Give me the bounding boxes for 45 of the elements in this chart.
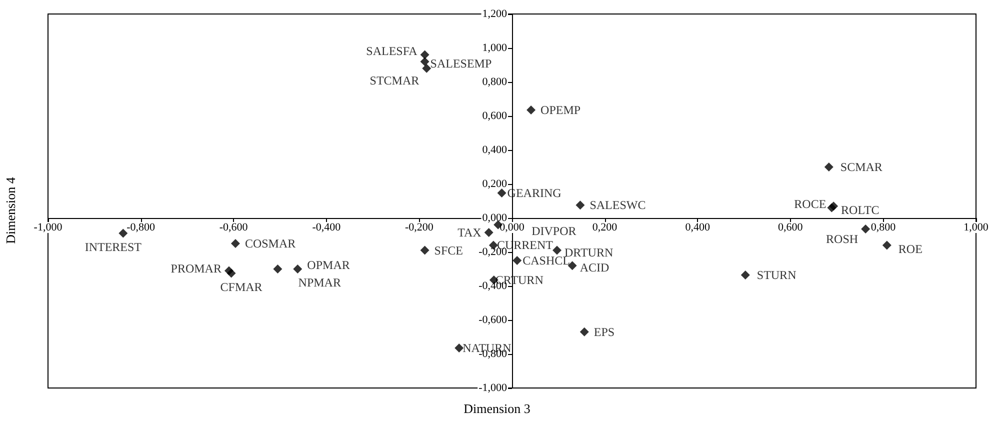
x-tick-label: 0,200 xyxy=(592,222,618,234)
x-tick-label: -1,000 xyxy=(34,222,63,234)
annotation: NPMAR xyxy=(298,276,341,290)
x-axis-title: Dimension 3 xyxy=(464,401,530,416)
x-tick-label: 0,800 xyxy=(870,222,896,234)
annotation: SALESFA xyxy=(366,44,418,58)
annotation: COSMAR xyxy=(244,236,296,250)
annotation: ROE xyxy=(898,242,922,256)
annotation: OPEMP xyxy=(540,103,581,118)
x-tick-label: -0,600 xyxy=(219,222,248,234)
y-tick-label: 0,000 xyxy=(482,212,508,224)
y-tick-label: 1,000 xyxy=(482,42,508,54)
annotation: ROSH xyxy=(826,232,858,246)
annotation: DIVPOR xyxy=(532,224,576,238)
annotation: STURN xyxy=(756,268,797,282)
y-tick-label: 0,400 xyxy=(482,144,508,156)
x-tick-label: 0,400 xyxy=(685,222,710,234)
annotation: SCMAR xyxy=(840,160,882,174)
y-tick-label: 0,800 xyxy=(482,76,508,88)
annotation: STCMAR xyxy=(370,73,420,88)
x-tick-label: 0,000 xyxy=(500,222,525,234)
x-tick-label: 0,600 xyxy=(778,222,804,234)
x-tick-label: -0,200 xyxy=(404,222,434,234)
annotation: INTEREST xyxy=(84,240,142,254)
annotation: ROCE xyxy=(794,196,826,211)
y-tick-label: -0,600 xyxy=(478,314,508,326)
annotation: SALESWC xyxy=(590,198,646,212)
y-axis-title: Dimension 4 xyxy=(3,176,18,244)
annotation: SFCE xyxy=(434,243,463,258)
annotation: PROMAR xyxy=(170,262,222,276)
y-tick-label: 1,200 xyxy=(482,8,508,20)
x-tick-label: -0,800 xyxy=(126,222,156,234)
annotation: CFMAR xyxy=(220,280,262,294)
annotation: OPMAR xyxy=(307,258,350,272)
annotation: TAX xyxy=(458,225,482,240)
y-tick-label: 0,200 xyxy=(482,178,508,190)
annotation: EPS xyxy=(594,324,615,339)
annotation: ROLTC xyxy=(841,203,880,218)
x-tick-label: -0,400 xyxy=(312,222,342,234)
x-tick-label: 1,000 xyxy=(964,222,989,234)
y-tick-label: 0,600 xyxy=(482,110,508,122)
annotation: ACID xyxy=(580,260,610,275)
annotation: SALESEMP xyxy=(430,56,492,71)
y-tick-label: -1,000 xyxy=(478,382,508,394)
annotation: DRTURN xyxy=(564,245,614,260)
